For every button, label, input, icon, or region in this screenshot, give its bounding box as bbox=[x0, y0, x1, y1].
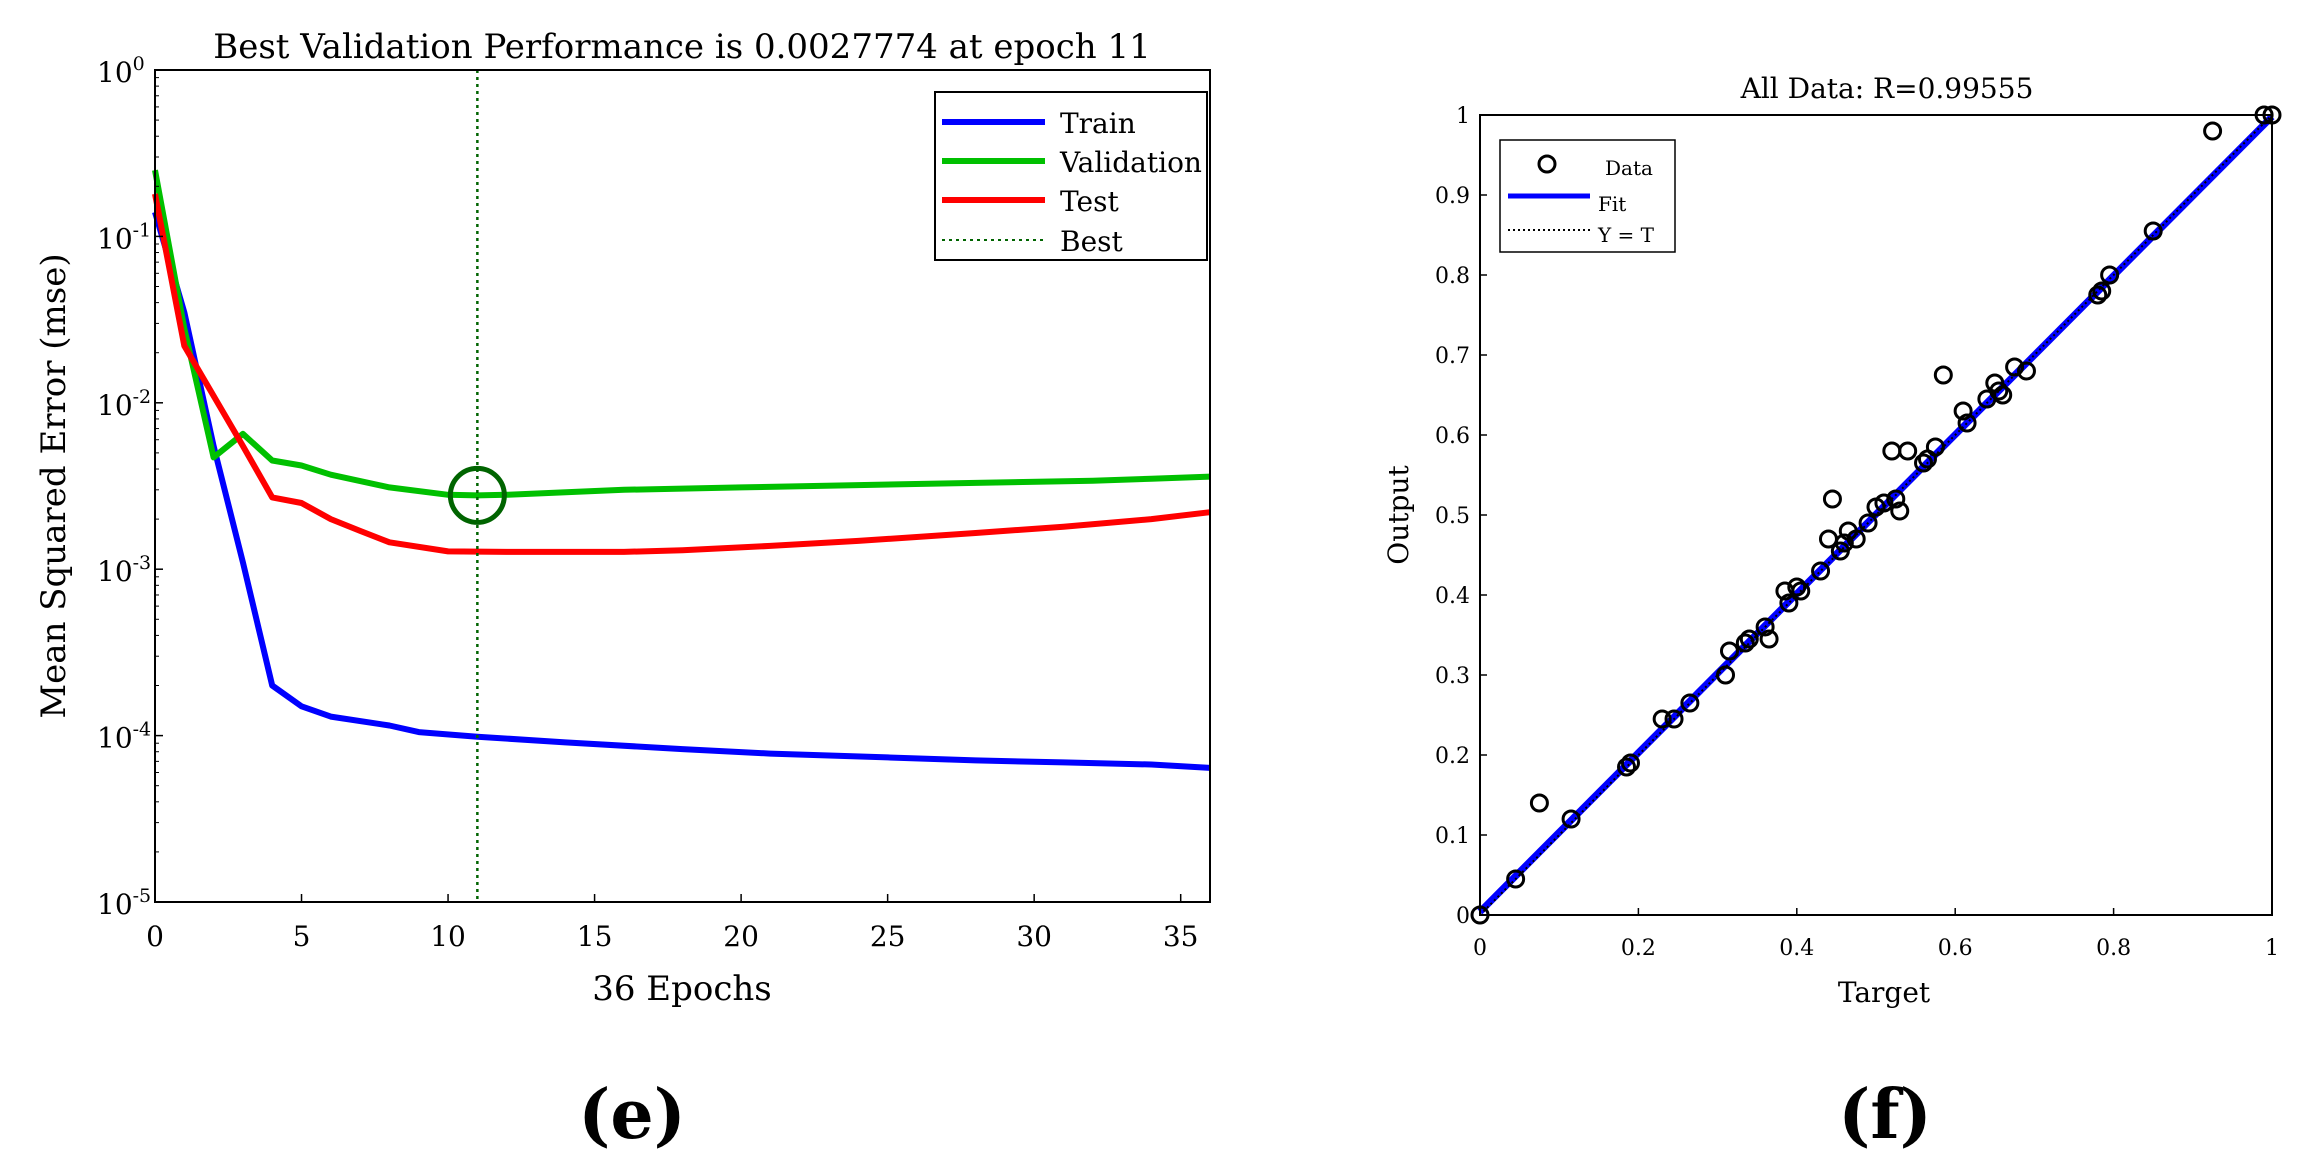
panel-e-legend: Train Validation Test Best bbox=[934, 91, 1208, 261]
data-point bbox=[1719, 641, 1739, 661]
legend-fit-label: Fit bbox=[1598, 192, 1626, 216]
legend-best-label: Best bbox=[1060, 225, 1124, 258]
y-tick-label: 0.8 bbox=[1435, 264, 1470, 289]
data-point bbox=[2005, 357, 2025, 377]
series-test-line bbox=[152, 193, 1211, 555]
x-tick-label: 0.6 bbox=[1938, 936, 1973, 961]
y-tick-label: 100 bbox=[97, 53, 145, 89]
y-tick-label: 10-5 bbox=[97, 885, 151, 921]
best-epoch-marker bbox=[447, 465, 507, 525]
x-tick-label: 30 bbox=[1016, 920, 1052, 953]
x-tick-label: 0.8 bbox=[2096, 936, 2131, 961]
data-point bbox=[2143, 221, 2163, 241]
y-tick-label: 0.3 bbox=[1435, 664, 1470, 689]
x-tick-label: 1 bbox=[2265, 936, 2279, 961]
panel-f-chart: All Data: R=0.99555 0 0.2 0.4 0.6 0.8 1 0 0.1 0… bbox=[1382, 72, 2282, 1009]
x-tick-label: 15 bbox=[577, 920, 613, 953]
legend-train-label: Train bbox=[1060, 107, 1136, 140]
data-point bbox=[1846, 529, 1866, 549]
panel-f-xlabel: Target bbox=[1838, 976, 1931, 1009]
data-point bbox=[1680, 693, 1700, 713]
x-tick-label: 10 bbox=[430, 920, 466, 953]
panel-e-plot-frame bbox=[154, 69, 1211, 903]
series-train-line bbox=[152, 211, 1211, 771]
data-point bbox=[1882, 441, 1902, 461]
x-tick-label: 0 bbox=[146, 920, 164, 953]
legend-validation-label: Validation bbox=[1059, 146, 1202, 179]
panel-e-title: Best Validation Performance is 0.0027774… bbox=[213, 27, 1151, 67]
x-tick-label: 25 bbox=[870, 920, 906, 953]
data-point bbox=[1779, 593, 1799, 613]
data-point bbox=[1787, 577, 1807, 597]
data-point bbox=[2092, 281, 2112, 301]
data-point bbox=[1953, 401, 1973, 421]
x-tick-label: 35 bbox=[1163, 920, 1199, 953]
data-point bbox=[1716, 665, 1736, 685]
data-point bbox=[2016, 361, 2036, 381]
y-tick-label: 0.5 bbox=[1435, 504, 1470, 529]
y-tick-label: 10-3 bbox=[97, 552, 151, 588]
data-point bbox=[1664, 709, 1684, 729]
data-point bbox=[1993, 385, 2013, 405]
legend-data-label: Data bbox=[1605, 156, 1653, 180]
data-point bbox=[1620, 753, 1640, 773]
data-point bbox=[1529, 793, 1549, 813]
x-tick-label: 0 bbox=[1473, 936, 1487, 961]
data-point bbox=[1652, 709, 1672, 729]
x-tick-label: 0.4 bbox=[1779, 936, 1814, 961]
data-point bbox=[1822, 489, 1842, 509]
y-tick-label: 0.2 bbox=[1435, 744, 1470, 769]
data-point bbox=[1874, 493, 1894, 513]
data-point bbox=[1925, 437, 1945, 457]
data-point bbox=[1617, 757, 1637, 777]
data-point bbox=[1506, 869, 1526, 889]
y-tick-label: 10-4 bbox=[97, 719, 151, 755]
data-point bbox=[1755, 617, 1775, 637]
y-tick-label: 0.9 bbox=[1435, 184, 1470, 209]
data-point bbox=[1989, 381, 2009, 401]
data-point bbox=[1957, 413, 1977, 433]
panel-e-xlabel: 36 Epochs bbox=[592, 969, 772, 1009]
data-point bbox=[1914, 453, 1934, 473]
panel-e-ylabel: Mean Squared Error (mse) bbox=[34, 253, 74, 718]
data-point bbox=[1561, 809, 1581, 829]
legend-data-swatch bbox=[1537, 154, 1557, 174]
data-point bbox=[1811, 561, 1831, 581]
panel-e-label: (e) bbox=[578, 1075, 686, 1155]
data-point bbox=[1933, 365, 1953, 385]
legend-identity-label: Y = T bbox=[1597, 223, 1655, 247]
x-tick-label: 0.2 bbox=[1621, 936, 1656, 961]
data-point bbox=[1886, 489, 1906, 509]
data-point bbox=[2100, 265, 2120, 285]
data-point bbox=[1739, 629, 1759, 649]
y-tick-label: 1 bbox=[1456, 104, 1470, 129]
panel-f-label: (f) bbox=[1838, 1075, 1932, 1155]
data-point bbox=[1791, 581, 1811, 601]
data-point bbox=[1898, 441, 1918, 461]
data-point bbox=[2203, 121, 2223, 141]
data-point bbox=[1834, 533, 1854, 553]
y-tick-label: 0.6 bbox=[1435, 424, 1470, 449]
x-tick-label: 20 bbox=[723, 920, 759, 953]
data-point bbox=[1890, 501, 1910, 521]
x-tick-label: 5 bbox=[293, 920, 311, 953]
panel-f-ylabel: Output bbox=[1382, 465, 1415, 565]
y-tick-label: 10-2 bbox=[97, 386, 151, 422]
y-tick-label: 10-1 bbox=[97, 219, 151, 255]
y-tick-label: 0 bbox=[1456, 904, 1470, 929]
y-tick-label: 0.7 bbox=[1435, 344, 1470, 369]
data-point bbox=[2088, 285, 2108, 305]
data-point bbox=[1858, 513, 1878, 533]
legend-test-label: Test bbox=[1060, 185, 1119, 218]
y-tick-label: 0.1 bbox=[1435, 824, 1470, 849]
panel-f-legend: Data Fit Y = T bbox=[1499, 139, 1676, 253]
y-tick-label: 0.4 bbox=[1435, 584, 1470, 609]
panel-f-title: All Data: R=0.99555 bbox=[1740, 72, 2034, 105]
panel-e-chart: Best Validation Performance is 0.0027774… bbox=[34, 27, 1211, 1009]
data-point bbox=[1735, 633, 1755, 653]
data-point bbox=[1759, 629, 1779, 649]
